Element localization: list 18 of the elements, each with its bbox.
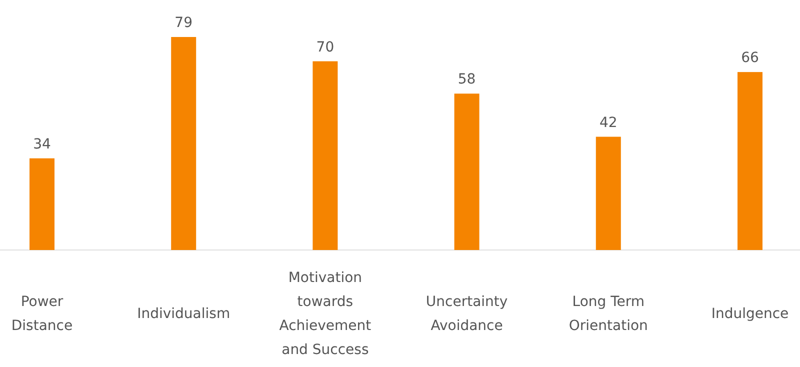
bar [171, 37, 196, 250]
data-label: 42 [599, 114, 618, 131]
bar [312, 61, 338, 250]
x-tick-label: Motivation towards Achievement and Success [279, 270, 372, 358]
x-tick-label: Individualism [137, 306, 230, 322]
x-tick-label: Indulgence [711, 306, 789, 322]
data-label: 34 [33, 136, 51, 152]
x-tick-label: Power Distance [11, 294, 73, 334]
bar [454, 94, 480, 250]
data-label: 66 [741, 50, 759, 66]
bar [738, 72, 762, 250]
data-label: 58 [458, 72, 476, 88]
bar [596, 136, 621, 250]
data-label: 70 [316, 39, 334, 56]
x-tick-label: Long Term Orientation [568, 294, 648, 334]
data-label: 79 [174, 15, 193, 31]
bar [30, 158, 54, 250]
x-tick-label: Uncertainty Avoidance [426, 294, 508, 334]
